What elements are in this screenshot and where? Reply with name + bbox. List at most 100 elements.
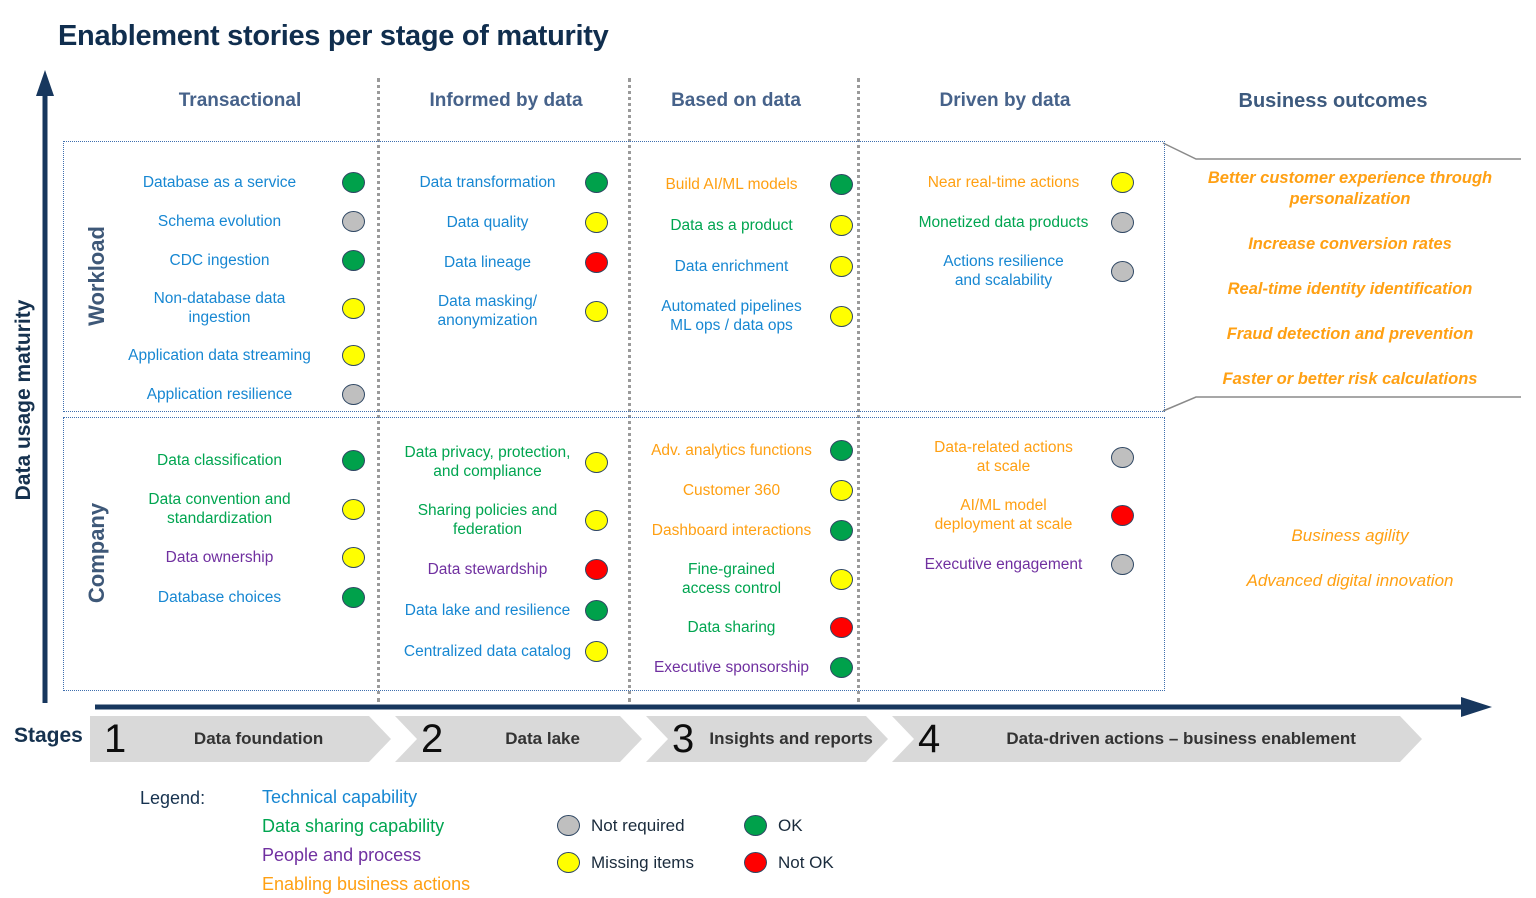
capability-label: Database as a service [142,174,297,191]
business-outcome-item: Faster or better risk calculations [1222,370,1478,388]
stage-number: 4 [918,717,941,761]
capability-label: AI/ML model deployment at scale [934,497,1073,533]
capability-item: Near real-time actions [896,172,1134,193]
capability-label: Schema evolution [157,213,282,230]
capability-item: Centralized data catalog [390,641,608,662]
capability-item: Executive engagement [896,554,1134,575]
stage-chevron-1: 1 Data foundation [90,716,391,762]
capability-item: Executive sponsorship [633,657,853,678]
status-dot [342,587,365,608]
stage-label: Data-driven actions – business enablemen… [1006,729,1356,748]
capability-label: CDC ingestion [169,252,270,269]
capability-label: Adv. analytics functions [651,442,812,459]
capability-item: CDC ingestion [97,250,365,271]
workload-outcomes-column: Better customer experience through perso… [1180,168,1520,390]
capability-item: Customer 360 [633,480,853,501]
capability-item: Data masking/ anonymization [390,292,608,330]
workload-transactional-column: Database as a service Schema evolution C… [97,172,365,405]
page-title: Enablement stories per stage of maturity [58,20,609,52]
status-dot [1111,504,1134,526]
legend-status-label: Not OK [778,852,834,872]
status-dot [342,345,365,366]
capability-item: Application resilience [97,384,365,405]
legend-category-item: Data sharing capability [262,816,445,836]
status-dot [585,600,608,621]
capability-item: Data lake and resilience [390,600,608,621]
legend-category-item: Technical capability [262,787,418,807]
capability-item: Data classification [97,450,365,471]
status-dot [1111,260,1134,282]
capability-item: Data transformation [390,172,608,193]
capability-item: Database choices [97,587,365,608]
capability-label: Data masking/ anonymization [437,293,538,329]
status-dot [830,174,853,195]
capability-item: Schema evolution [97,211,365,232]
capability-item: Data ownership [97,547,365,568]
capability-item: Data quality [390,212,608,233]
workload-based-column: Build AI/ML models Data as a product Dat… [633,174,853,335]
stage-label: Data lake [505,729,580,748]
stage-number: 3 [672,717,695,761]
business-outcome-item: Fraud detection and prevention [1226,325,1474,343]
capability-item: Data lineage [390,252,608,273]
capability-label: Build AI/ML models [665,176,798,193]
legend-status-label: OK [778,815,803,835]
y-axis-arrow [36,70,54,703]
capability-label: Data transformation [419,174,556,191]
company-transactional-column: Data classification Data convention and … [97,450,365,608]
capability-item: AI/ML model deployment at scale [896,496,1134,534]
legend-heading: Legend: [140,788,206,808]
legend-status-item: Missing items [557,852,694,873]
capability-label: Sharing policies and federation [417,502,558,538]
status-dot [342,498,365,520]
legend-status-column-2: OK Not OK [744,815,834,873]
capability-item: Data as a product [633,215,853,236]
outcome-bracket-top [1162,142,1521,160]
status-dot [342,250,365,271]
stage-number: 1 [104,717,127,761]
legend-status-item: Not OK [744,852,834,873]
column-header-informed: Informed by data [429,90,583,111]
status-dot [585,559,608,580]
status-dot [830,480,853,501]
status-dot [585,172,608,193]
capability-label: Application data streaming [128,347,311,364]
company-based-column: Adv. analytics functions Customer 360 Da… [633,440,853,678]
stage-bar: 1 Data foundation 2 Data lake 3 Insights… [90,716,1422,762]
business-outcome-item: Better customer experience through perso… [1207,169,1493,208]
status-dot [830,520,853,541]
company-informed-column: Data privacy, protection, and compliance… [390,443,608,662]
capability-label: Data as a product [670,217,793,234]
status-dot [1111,554,1134,575]
column-header-business-outcomes: Business outcomes [1238,90,1428,112]
stage-chevron-3: 3 Insights and reports [646,716,888,762]
status-dot [585,252,608,273]
capability-label: Customer 360 [682,482,781,499]
capability-label: Dashboard interactions [651,522,812,539]
capability-item: Monetized data products [896,212,1134,233]
capability-item: Non-database data ingestion [97,289,365,327]
capability-label: Data lineage [443,254,532,271]
status-dot [342,172,365,193]
column-header-driven: Driven by data [939,90,1071,111]
capability-label: Data privacy, protection, and compliance [404,444,571,480]
capability-label: Near real-time actions [927,174,1080,191]
capability-item: Data-related actions at scale [896,438,1134,476]
company-box [63,417,1165,691]
outcome-bracket-bottom [1162,396,1521,412]
status-dot [585,300,608,322]
capability-label: Data stewardship [427,561,548,578]
legend-category-list: Technical capability Data sharing capabi… [262,788,470,894]
capability-item: Dashboard interactions [633,520,853,541]
capability-label: Monetized data products [918,214,1089,231]
stage-chevron-2: 2 Data lake [395,716,642,762]
business-outcome-item: Business agility [1291,526,1409,545]
x-axis-arrow [95,697,1492,717]
capability-item: Data convention and standardization [97,490,365,528]
capability-item: Sharing policies and federation [390,501,608,539]
business-outcome-item: Real-time identity identification [1227,280,1473,298]
capability-item: Build AI/ML models [633,174,853,195]
stage-chevron-4: 4 Data-driven actions – business enablem… [892,716,1422,762]
capability-label: Data quality [446,214,529,231]
capability-item: Fine-grained access control [633,560,853,598]
